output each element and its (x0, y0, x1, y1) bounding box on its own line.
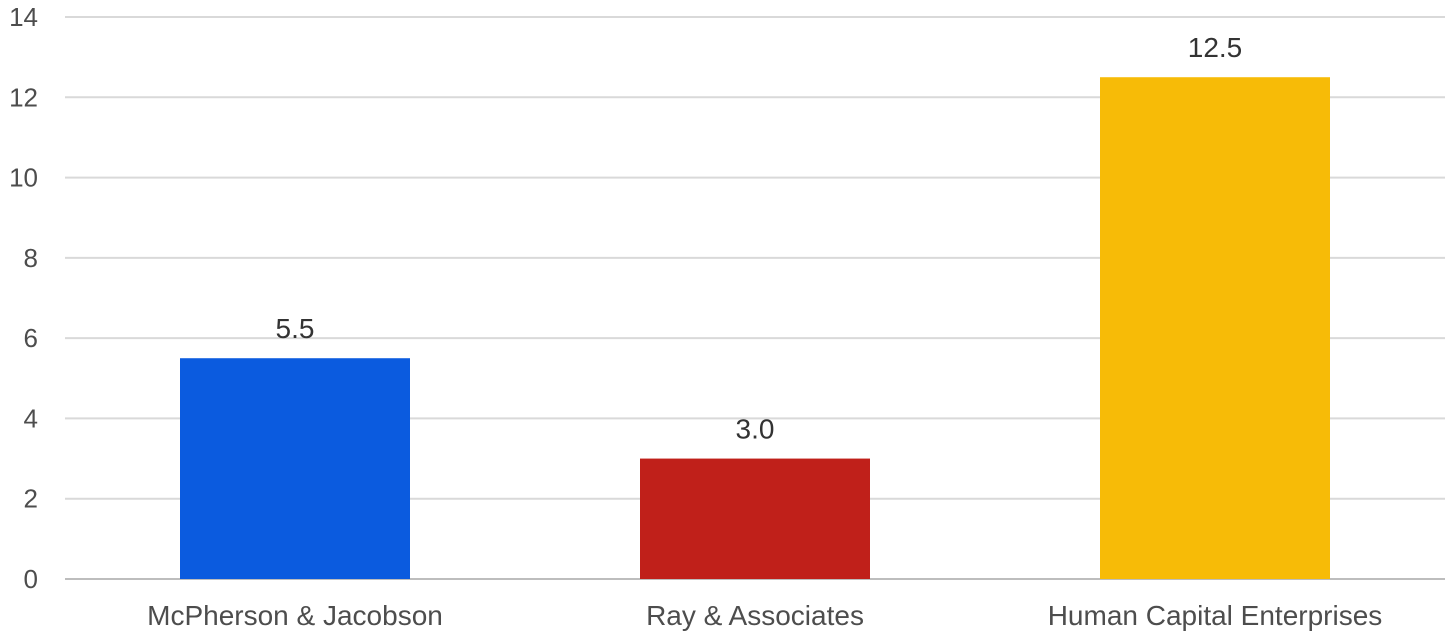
y-tick-label: 6 (24, 323, 38, 353)
y-tick-label: 2 (24, 484, 38, 514)
y-tick-label: 10 (9, 163, 38, 193)
bar (640, 458, 870, 579)
x-tick-label: Ray & Associates (646, 600, 864, 631)
data-labels: 5.5 3.0 12.5 (276, 32, 1243, 444)
bar (1100, 77, 1330, 579)
x-axis-tick-labels: McPherson & Jacobson Ray & Associates Huma… (147, 600, 1382, 631)
bar (180, 358, 410, 579)
y-tick-label: 4 (24, 403, 38, 433)
bar-value-label: 3.0 (736, 414, 775, 445)
bar-value-label: 5.5 (276, 313, 315, 344)
y-tick-label: 8 (24, 243, 38, 273)
y-tick-label: 0 (24, 564, 38, 594)
x-tick-label: Human Capital Enterprises (1048, 600, 1383, 631)
y-tick-label: 12 (9, 82, 38, 112)
y-axis-tick-labels: 0 2 4 6 8 10 12 14 (9, 2, 38, 594)
x-tick-label: McPherson & Jacobson (147, 600, 443, 631)
bar-value-label: 12.5 (1188, 32, 1243, 63)
y-tick-label: 14 (9, 2, 38, 32)
bars (180, 77, 1330, 579)
